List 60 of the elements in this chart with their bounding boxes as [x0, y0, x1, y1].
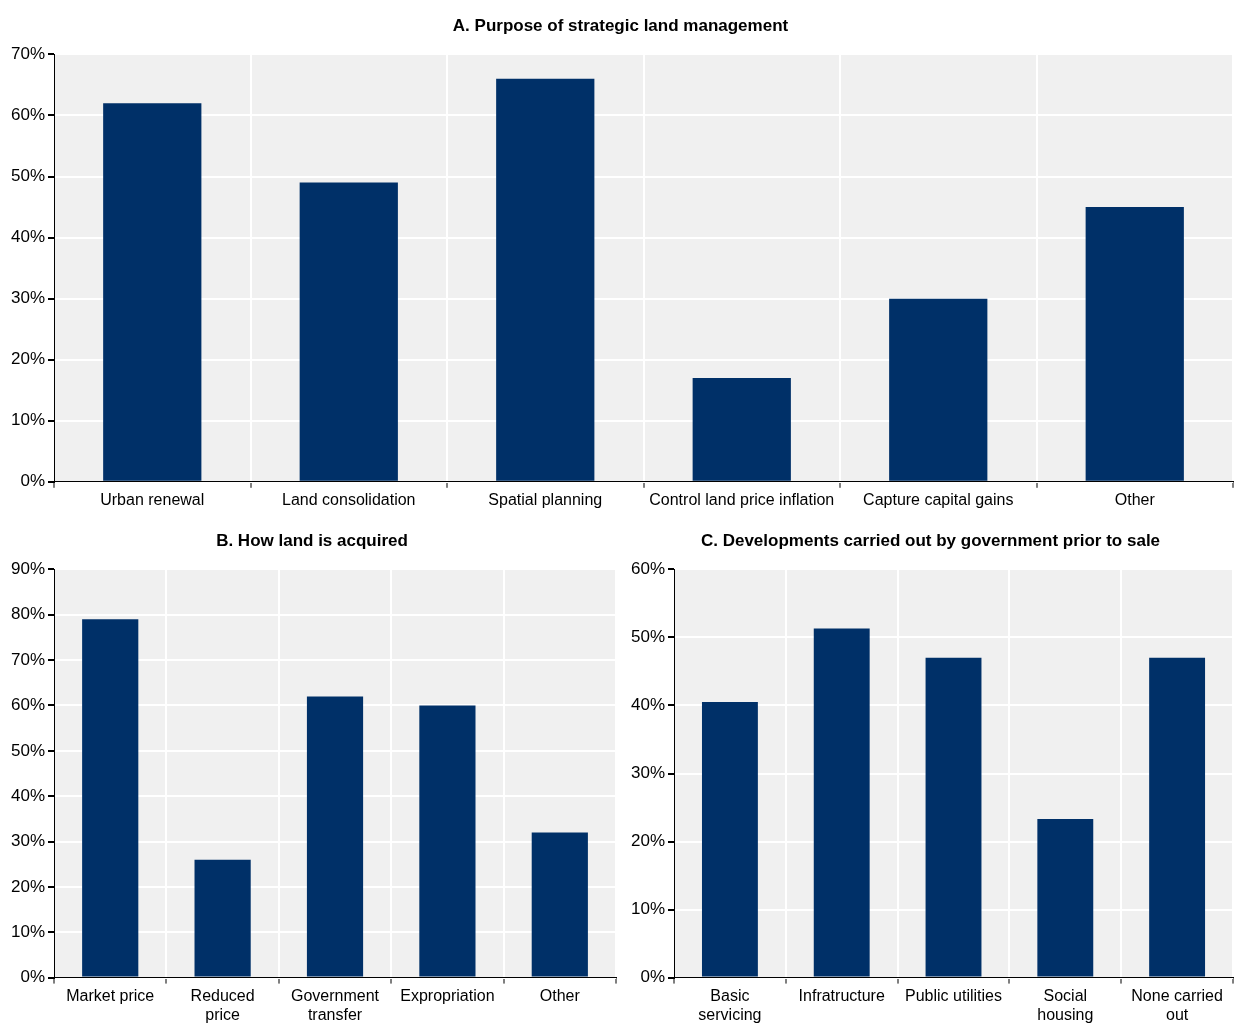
y-tick-label: 90% — [10, 559, 46, 579]
x-tick-label: Public utilities — [905, 986, 1002, 1004]
bar — [496, 78, 595, 481]
bar — [692, 378, 791, 481]
bar — [1149, 657, 1206, 977]
y-tick-label: 30% — [630, 763, 666, 783]
y-tick-label: 40% — [10, 785, 46, 805]
y-tick-label: 20% — [10, 349, 46, 369]
y-tick-label: 40% — [10, 227, 46, 247]
bar — [419, 705, 476, 977]
bar — [306, 696, 364, 977]
y-tick-label: 40% — [630, 695, 666, 715]
x-tick-label: Land consolidation — [282, 490, 416, 508]
y-tick-label: 0% — [20, 471, 46, 491]
y-tick-label: 50% — [10, 740, 46, 760]
x-tick-label: Spatial planning — [488, 490, 603, 508]
x-tick-label: Basic servicing — [698, 986, 762, 1023]
bar — [813, 628, 870, 977]
bar — [82, 619, 139, 977]
y-tick-label: 50% — [630, 627, 666, 647]
chart-title: C. Developments carried out by government prior to sale — [700, 530, 1161, 550]
x-tick-label: Social housing — [1037, 986, 1094, 1023]
bar — [701, 702, 758, 977]
chart-title: B. How land is acquired — [216, 530, 408, 550]
y-tick-label: 30% — [10, 831, 46, 851]
y-tick-label: 60% — [630, 559, 666, 579]
bar — [1085, 207, 1184, 481]
x-tick-label: Infratructure — [798, 986, 885, 1004]
bar — [889, 298, 988, 481]
y-tick-label: 60% — [10, 695, 46, 715]
x-tick-label: Market price — [66, 986, 155, 1004]
bar — [1037, 819, 1094, 977]
y-tick-label: 70% — [10, 44, 46, 64]
y-tick-label: 60% — [10, 105, 46, 125]
x-tick-label: Urban renewal — [100, 490, 205, 508]
bar — [194, 859, 251, 977]
y-tick-label: 20% — [10, 876, 46, 896]
bar — [531, 832, 588, 977]
bar — [925, 657, 982, 977]
chart-title: A. Purpose of strategic land management — [452, 15, 789, 35]
bar — [103, 103, 202, 481]
x-tick-label: None carried out — [1131, 986, 1223, 1023]
x-tick-label: Reduced price — [190, 986, 255, 1023]
y-tick-label: 70% — [10, 649, 46, 669]
x-tick-label: Control land price inflation — [649, 490, 835, 508]
x-tick-label: Other — [1114, 490, 1156, 508]
bar — [299, 182, 398, 481]
y-tick-label: 20% — [630, 831, 666, 851]
x-tick-label: Expropriation — [400, 986, 495, 1004]
y-tick-label: 10% — [630, 899, 666, 919]
x-tick-label: Government transfer — [290, 986, 380, 1023]
y-tick-label: 50% — [10, 166, 46, 186]
y-tick-label: 0% — [20, 967, 46, 987]
y-tick-label: 0% — [640, 967, 666, 987]
x-tick-label: Capture capital gains — [863, 490, 1014, 508]
x-tick-label: Other — [539, 986, 581, 1004]
y-tick-label: 10% — [10, 410, 46, 430]
y-tick-label: 10% — [10, 921, 46, 941]
y-tick-label: 30% — [10, 288, 46, 308]
y-tick-label: 80% — [10, 604, 46, 624]
